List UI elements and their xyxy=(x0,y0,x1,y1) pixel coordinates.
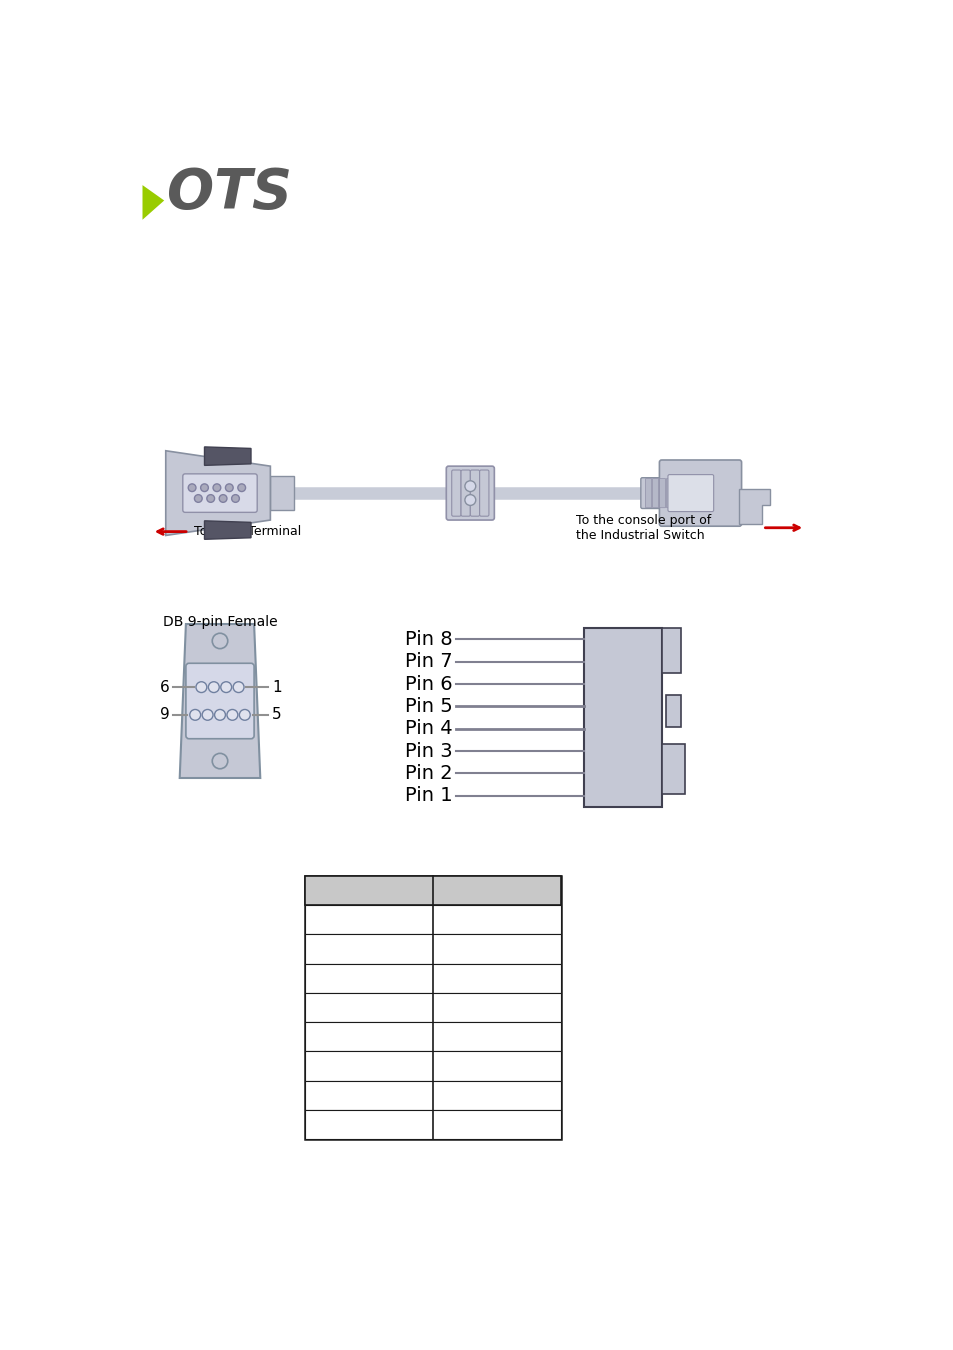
FancyBboxPatch shape xyxy=(452,470,460,516)
Circle shape xyxy=(212,753,228,768)
FancyBboxPatch shape xyxy=(661,744,684,794)
FancyBboxPatch shape xyxy=(659,460,740,526)
Circle shape xyxy=(225,483,233,491)
Polygon shape xyxy=(166,451,270,536)
FancyBboxPatch shape xyxy=(305,1052,560,1080)
Text: 9: 9 xyxy=(160,707,170,722)
Polygon shape xyxy=(270,477,294,510)
Polygon shape xyxy=(204,447,251,466)
Circle shape xyxy=(239,710,250,721)
FancyBboxPatch shape xyxy=(305,1022,560,1052)
FancyBboxPatch shape xyxy=(305,964,560,992)
Text: OTS: OTS xyxy=(167,166,292,220)
Circle shape xyxy=(233,682,244,693)
Text: 1: 1 xyxy=(272,679,281,695)
Text: Pin 4: Pin 4 xyxy=(404,720,452,738)
Text: Pin 6: Pin 6 xyxy=(404,675,452,694)
Text: To PC or Terminal: To PC or Terminal xyxy=(193,525,300,539)
Circle shape xyxy=(208,682,219,693)
FancyBboxPatch shape xyxy=(446,466,494,520)
FancyBboxPatch shape xyxy=(645,478,651,508)
FancyBboxPatch shape xyxy=(640,478,666,509)
FancyBboxPatch shape xyxy=(305,1110,560,1139)
FancyBboxPatch shape xyxy=(186,663,253,738)
Circle shape xyxy=(219,494,227,502)
FancyBboxPatch shape xyxy=(652,478,658,508)
FancyBboxPatch shape xyxy=(183,474,257,513)
Circle shape xyxy=(212,633,228,648)
Circle shape xyxy=(464,481,476,491)
FancyBboxPatch shape xyxy=(667,475,713,512)
Text: the Industrial Switch: the Industrial Switch xyxy=(576,529,704,541)
FancyBboxPatch shape xyxy=(583,628,661,807)
Text: Pin 2: Pin 2 xyxy=(404,764,452,783)
Text: Pin 7: Pin 7 xyxy=(404,652,452,671)
FancyBboxPatch shape xyxy=(659,478,665,508)
FancyBboxPatch shape xyxy=(305,904,560,934)
Text: Pin 5: Pin 5 xyxy=(404,697,452,716)
Polygon shape xyxy=(142,185,164,220)
Text: RJ45: RJ45 xyxy=(477,883,516,898)
Polygon shape xyxy=(179,624,260,778)
Text: DB9: DB9 xyxy=(352,883,386,898)
Circle shape xyxy=(200,483,208,491)
Circle shape xyxy=(202,710,213,721)
FancyBboxPatch shape xyxy=(470,470,479,516)
Circle shape xyxy=(207,494,214,502)
Circle shape xyxy=(213,483,220,491)
Circle shape xyxy=(188,483,195,491)
FancyBboxPatch shape xyxy=(665,695,680,726)
Text: To the console port of: To the console port of xyxy=(576,513,711,526)
Polygon shape xyxy=(204,521,251,539)
FancyBboxPatch shape xyxy=(305,876,560,904)
FancyBboxPatch shape xyxy=(479,470,488,516)
FancyBboxPatch shape xyxy=(305,934,560,964)
FancyBboxPatch shape xyxy=(305,1080,560,1110)
Circle shape xyxy=(195,682,207,693)
Circle shape xyxy=(220,682,232,693)
Circle shape xyxy=(237,483,245,491)
Text: DB 9-pin Female: DB 9-pin Female xyxy=(163,614,277,629)
Text: Pin 1: Pin 1 xyxy=(404,786,452,805)
Circle shape xyxy=(464,494,476,505)
Text: Pin 3: Pin 3 xyxy=(404,741,452,760)
Text: Pin 8: Pin 8 xyxy=(404,630,452,649)
FancyBboxPatch shape xyxy=(305,992,560,1022)
Polygon shape xyxy=(739,489,769,524)
Circle shape xyxy=(190,710,200,721)
Circle shape xyxy=(194,494,202,502)
Text: 6: 6 xyxy=(160,679,170,695)
Text: 5: 5 xyxy=(272,707,281,722)
Circle shape xyxy=(232,494,239,502)
FancyBboxPatch shape xyxy=(666,478,672,508)
FancyBboxPatch shape xyxy=(305,876,560,1139)
FancyBboxPatch shape xyxy=(460,470,470,516)
Circle shape xyxy=(214,710,225,721)
Circle shape xyxy=(227,710,237,721)
FancyBboxPatch shape xyxy=(661,628,680,672)
